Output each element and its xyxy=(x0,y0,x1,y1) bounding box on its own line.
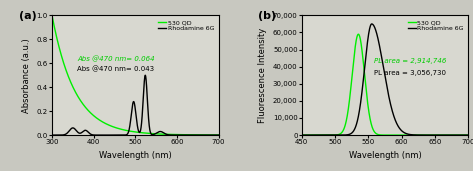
Rhodamine 6G xyxy=(376,40,381,42)
Rhodamine 6G xyxy=(369,23,375,25)
530 QD xyxy=(465,134,471,136)
Rhodamine 6G xyxy=(180,134,186,136)
Rhodamine 6G xyxy=(142,74,148,76)
Rhodamine 6G xyxy=(461,134,466,136)
530 QD xyxy=(58,51,63,54)
530 QD xyxy=(356,33,361,35)
Text: PL area = 3,056,730: PL area = 3,056,730 xyxy=(374,70,446,76)
Rhodamine 6G xyxy=(216,134,221,136)
Line: Rhodamine 6G: Rhodamine 6G xyxy=(52,75,219,135)
530 QD xyxy=(299,134,305,136)
Y-axis label: Absorbance (a.u.): Absorbance (a.u.) xyxy=(22,38,31,113)
530 QD xyxy=(380,134,385,136)
Rhodamine 6G xyxy=(58,134,63,136)
530 QD xyxy=(461,134,466,136)
Rhodamine 6G xyxy=(307,134,313,136)
530 QD xyxy=(49,14,55,16)
Rhodamine 6G xyxy=(49,134,55,136)
Line: 530 QD: 530 QD xyxy=(52,15,219,135)
530 QD xyxy=(126,130,131,132)
Rhodamine 6G xyxy=(380,63,385,65)
X-axis label: Wavelength (nm): Wavelength (nm) xyxy=(99,151,172,160)
Y-axis label: Fluorescence Intensity: Fluorescence Intensity xyxy=(258,28,267,123)
Legend: 530 QD, Rhodamine 6G: 530 QD, Rhodamine 6G xyxy=(407,18,465,33)
530 QD xyxy=(211,134,217,136)
530 QD xyxy=(211,134,217,136)
Rhodamine 6G xyxy=(211,134,217,136)
X-axis label: Wavelength (nm): Wavelength (nm) xyxy=(349,151,421,160)
Text: (a): (a) xyxy=(19,11,36,21)
Line: Rhodamine 6G: Rhodamine 6G xyxy=(302,24,468,135)
Rhodamine 6G xyxy=(130,102,136,104)
530 QD xyxy=(376,134,381,136)
Rhodamine 6G xyxy=(299,134,305,136)
Rhodamine 6G xyxy=(211,134,217,136)
530 QD xyxy=(461,134,466,136)
530 QD xyxy=(216,134,221,136)
Rhodamine 6G xyxy=(430,134,436,136)
Text: PL area = 2,914,746: PL area = 2,914,746 xyxy=(374,58,446,64)
Text: (b): (b) xyxy=(258,11,277,21)
Text: Abs @470 nm= 0.064: Abs @470 nm= 0.064 xyxy=(77,55,155,62)
Text: Abs @470 nm= 0.043: Abs @470 nm= 0.043 xyxy=(77,66,154,73)
Rhodamine 6G xyxy=(126,131,131,133)
530 QD xyxy=(430,134,436,136)
530 QD xyxy=(307,134,313,136)
530 QD xyxy=(130,131,136,133)
Line: 530 QD: 530 QD xyxy=(302,34,468,135)
Rhodamine 6G xyxy=(465,134,471,136)
Legend: 530 QD, Rhodamine 6G: 530 QD, Rhodamine 6G xyxy=(157,18,215,33)
Rhodamine 6G xyxy=(461,134,466,136)
530 QD xyxy=(180,134,186,136)
